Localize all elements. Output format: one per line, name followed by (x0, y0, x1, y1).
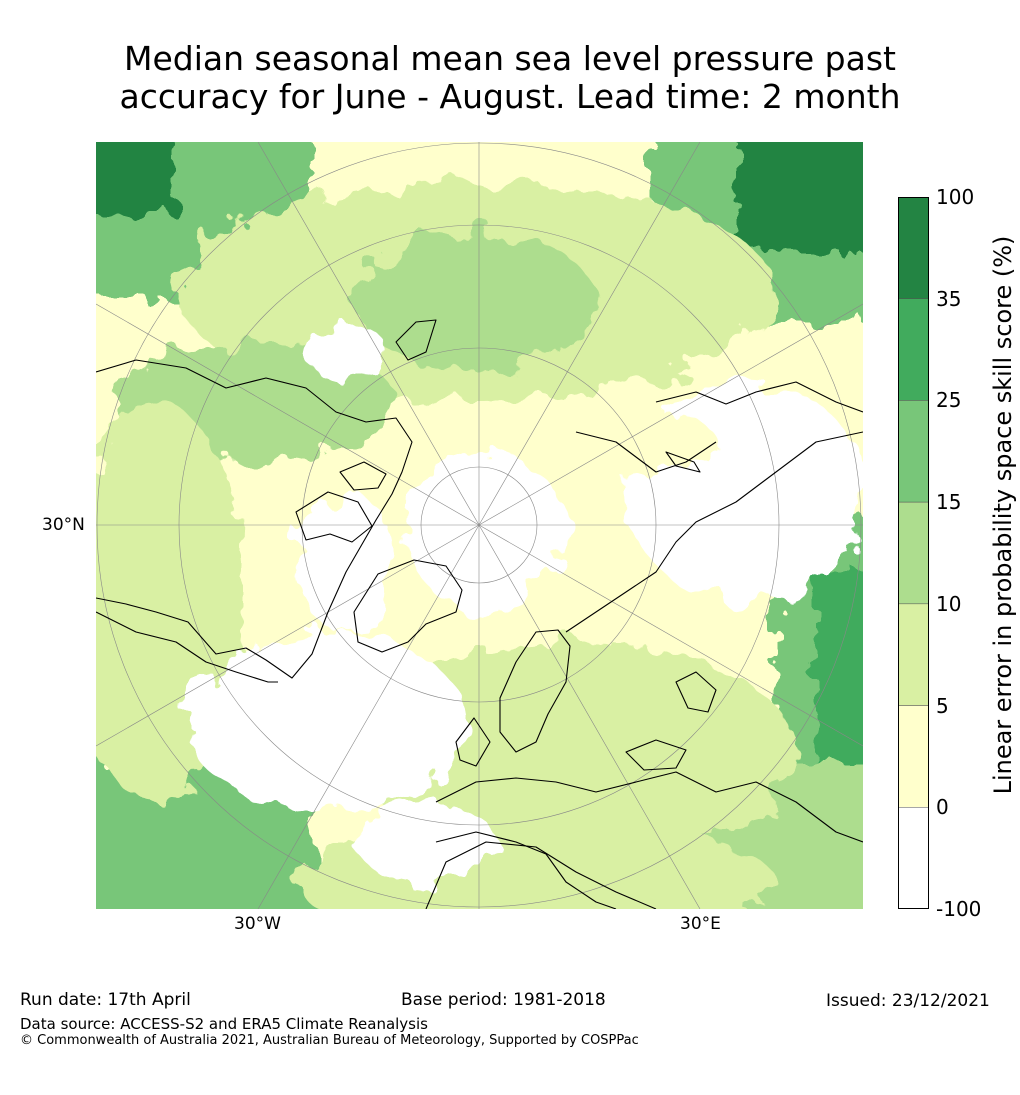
colorbar-tick-label: 10 (936, 591, 962, 616)
title-line-2: accuracy for June - August. Lead time: 2… (119, 77, 901, 116)
field-pole-white (406, 452, 566, 612)
colorbar-swatches (898, 197, 929, 909)
coast-eurasia-south (435, 771, 863, 843)
field-atlantic-white (186, 632, 466, 812)
base-period: Base period: 1981-2018 (401, 990, 606, 1010)
meridian-30e (478, 524, 701, 909)
meridian-150e (478, 142, 701, 526)
label-lat-30n: 30°N (42, 515, 85, 535)
colorbar-bin-0-5 (898, 705, 929, 808)
colorbar-bin-25-35 (898, 298, 929, 401)
field-canada-white (296, 492, 396, 632)
coast-baikal (665, 451, 701, 473)
colorbar-bin-5-10 (898, 603, 929, 706)
coast-britain (455, 717, 491, 767)
coast-canada-arctic (295, 491, 373, 543)
meridian-60e (478, 524, 863, 747)
coast-nam-south (96, 611, 278, 683)
map-canvas (96, 142, 863, 909)
colorbar-bin--100-0 (898, 807, 929, 909)
coast-scandinavia (499, 629, 571, 753)
field-ne-dark (736, 142, 863, 252)
meridian-30w (257, 524, 480, 909)
skill-field (96, 142, 863, 909)
colorbar-outline (898, 197, 929, 909)
colorbar-tick-label: -100 (936, 897, 982, 921)
coast-chukotka (575, 431, 717, 473)
coast-alaska (395, 319, 437, 361)
data-source: Data source: ACCESS-S2 and ERA5 Climate … (20, 1015, 428, 1033)
field-europe-band (356, 642, 796, 862)
field-nw-dark (96, 142, 176, 212)
title-line-1: Median seasonal mean sea level pressure … (124, 39, 896, 78)
coast-caspian (675, 671, 717, 713)
colorbar-bin-35-100 (898, 197, 929, 299)
colorbar-label: Linear error in probability space skill … (989, 235, 1017, 795)
coast-canada-island (339, 461, 387, 491)
coast-north-america (96, 359, 413, 679)
colorbar (898, 197, 929, 909)
coast-siberia (565, 431, 863, 633)
coast-mediterranean (435, 831, 617, 909)
field-north-patch (356, 232, 596, 372)
coast-kamchatka (655, 381, 863, 413)
field-midatl-white (356, 802, 496, 882)
issued-date: Issued: 23/12/2021 (826, 991, 990, 1011)
polar-map[interactable] (96, 142, 863, 909)
meridian-60w (96, 524, 480, 747)
chart-title: Median seasonal mean sea level pressure … (0, 40, 1020, 116)
meridian-120w (96, 303, 480, 526)
graticule (96, 142, 863, 909)
colorbar-bin-10-15 (898, 501, 929, 605)
coast-black-sea (625, 739, 687, 771)
label-lon-30e: 30°E (680, 914, 721, 934)
coast-africa-north (425, 841, 657, 909)
copyright: © Commonwealth of Australia 2021, Austra… (20, 1033, 639, 1048)
meridian-120e (478, 303, 863, 526)
meridian-150w (257, 142, 480, 526)
coast-greenland (353, 559, 463, 653)
coastlines (96, 319, 863, 909)
label-lon-30w: 30°W (234, 914, 281, 934)
colorbar-bin-15-25 (898, 400, 929, 503)
colorbar-tick-label: 100 (936, 185, 975, 209)
colorbar-tick-label: 5 (936, 693, 949, 718)
field-asia-yellow (596, 412, 716, 472)
colorbar-tick-label: 0 (936, 795, 949, 820)
run-date: Run date: 17th April (20, 990, 191, 1010)
colorbar-tick-label: 15 (936, 490, 962, 515)
colorbar-tick-label: 35 (936, 286, 962, 311)
field-pac-white (306, 322, 386, 382)
colorbar-tick-label: 25 (936, 388, 962, 413)
